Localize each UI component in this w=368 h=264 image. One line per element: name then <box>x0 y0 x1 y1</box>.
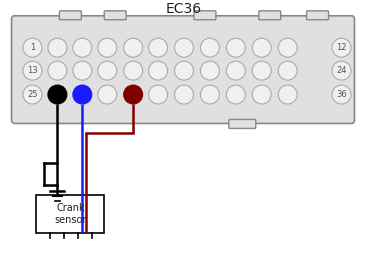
Text: 24: 24 <box>336 66 347 75</box>
Circle shape <box>278 85 297 104</box>
FancyBboxPatch shape <box>194 11 216 20</box>
Circle shape <box>23 61 42 80</box>
Circle shape <box>73 38 92 57</box>
Circle shape <box>149 38 167 57</box>
Circle shape <box>149 61 167 80</box>
Circle shape <box>332 38 351 57</box>
FancyBboxPatch shape <box>104 11 126 20</box>
Circle shape <box>48 38 67 57</box>
FancyBboxPatch shape <box>229 120 256 128</box>
Circle shape <box>124 85 143 104</box>
Circle shape <box>201 85 219 104</box>
Circle shape <box>252 85 271 104</box>
FancyBboxPatch shape <box>36 195 104 233</box>
Circle shape <box>226 85 245 104</box>
Circle shape <box>48 61 67 80</box>
Circle shape <box>226 61 245 80</box>
Circle shape <box>73 61 92 80</box>
Circle shape <box>174 61 194 80</box>
Circle shape <box>278 38 297 57</box>
Circle shape <box>98 85 117 104</box>
Circle shape <box>174 85 194 104</box>
Circle shape <box>278 61 297 80</box>
FancyBboxPatch shape <box>259 11 281 20</box>
Circle shape <box>98 61 117 80</box>
Circle shape <box>252 61 271 80</box>
Circle shape <box>174 38 194 57</box>
Circle shape <box>124 61 143 80</box>
Circle shape <box>226 38 245 57</box>
Circle shape <box>149 85 167 104</box>
Text: 36: 36 <box>336 90 347 99</box>
Text: 25: 25 <box>27 90 38 99</box>
Circle shape <box>23 38 42 57</box>
FancyBboxPatch shape <box>11 16 354 124</box>
Text: Crank
sensor: Crank sensor <box>54 203 86 225</box>
Circle shape <box>48 85 67 104</box>
Text: 1: 1 <box>30 43 35 52</box>
Circle shape <box>252 38 271 57</box>
Circle shape <box>332 85 351 104</box>
Text: EC36: EC36 <box>166 2 202 16</box>
FancyBboxPatch shape <box>59 11 81 20</box>
Circle shape <box>332 61 351 80</box>
Text: 12: 12 <box>336 43 347 52</box>
Circle shape <box>124 38 143 57</box>
Text: 13: 13 <box>27 66 38 75</box>
Circle shape <box>23 85 42 104</box>
Circle shape <box>73 85 92 104</box>
Circle shape <box>201 61 219 80</box>
FancyBboxPatch shape <box>307 11 329 20</box>
Circle shape <box>201 38 219 57</box>
Circle shape <box>98 38 117 57</box>
